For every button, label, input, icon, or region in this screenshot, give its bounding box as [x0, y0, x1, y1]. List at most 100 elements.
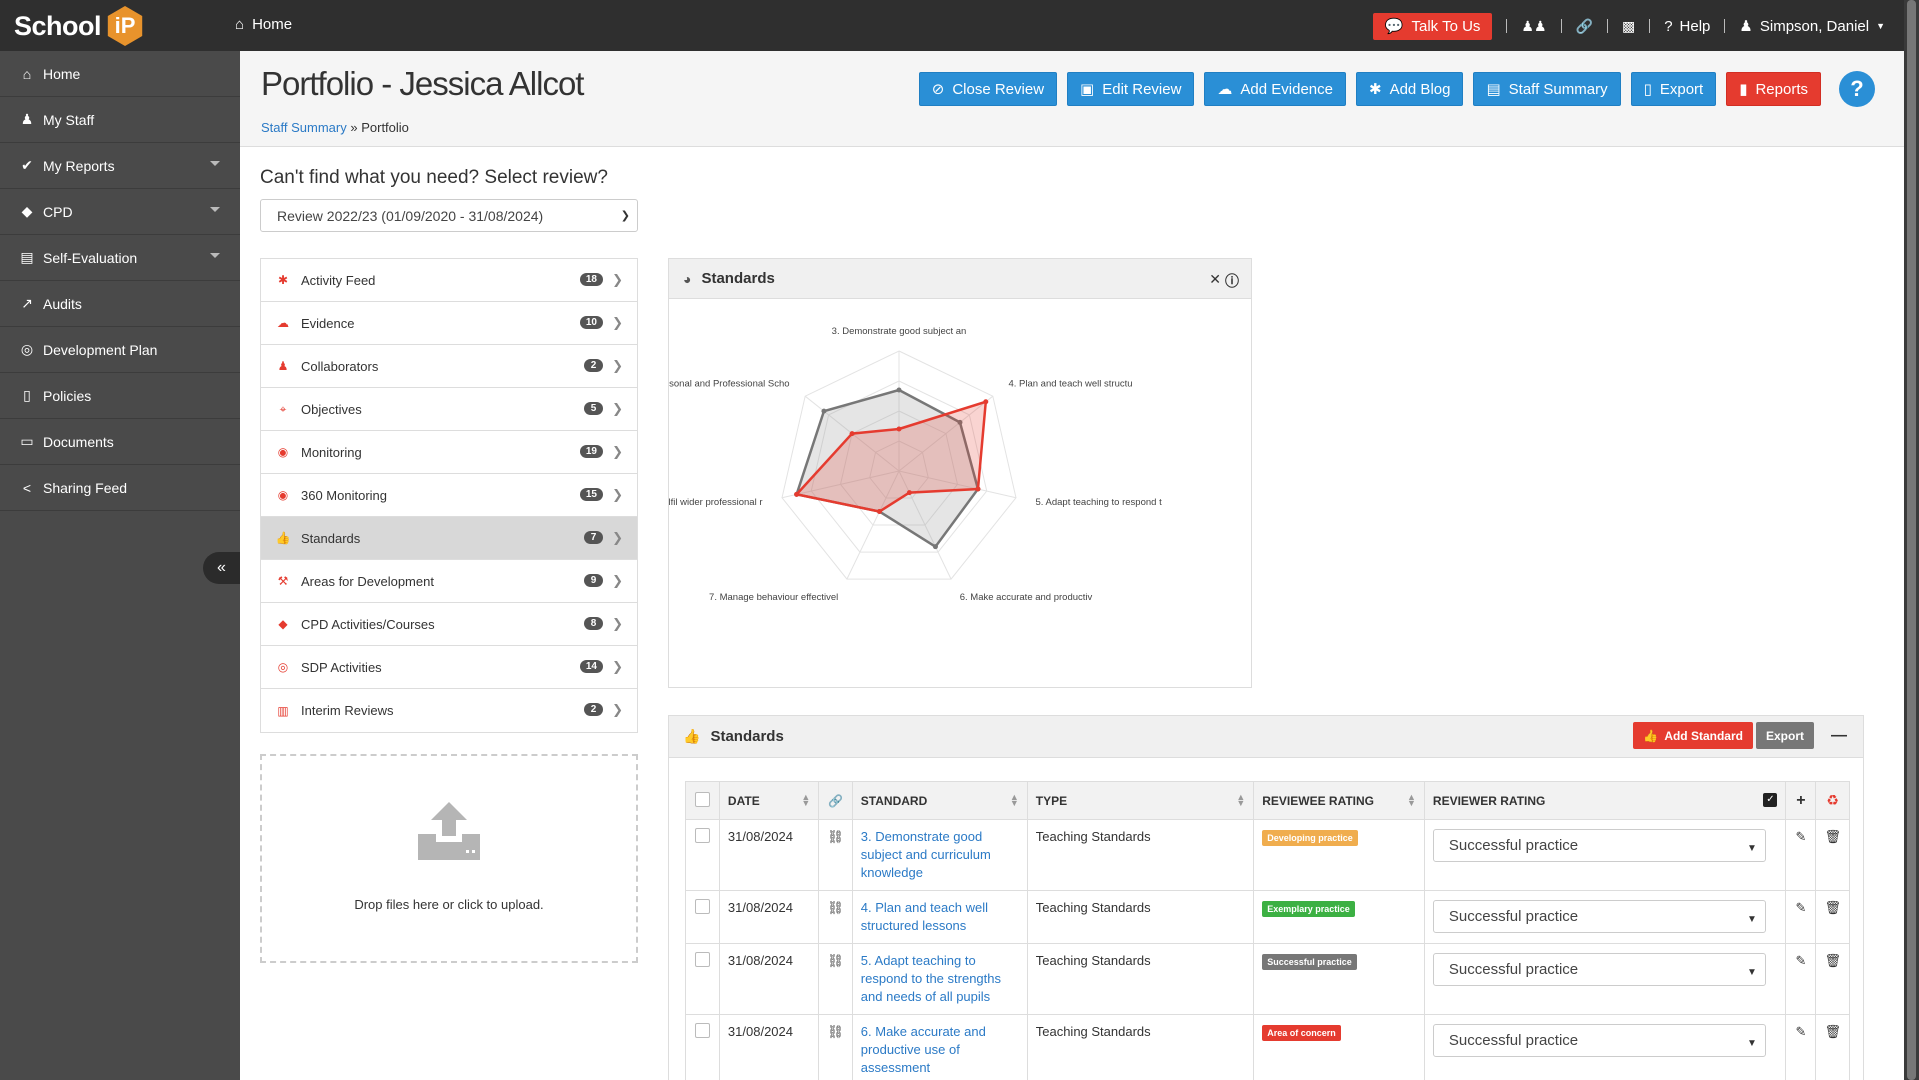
unlink-icon[interactable]: ⛓	[818, 890, 853, 944]
menu-item-interim-reviews[interactable]: ▥ Interim Reviews 2 ❯	[261, 689, 637, 732]
menu-item-collaborators[interactable]: ♟ Collaborators 2 ❯	[261, 345, 637, 388]
column-header-type[interactable]: TYPE ▲ ▼	[1026, 781, 1255, 820]
thumbs-up-icon: 👍	[1643, 728, 1659, 743]
menu-item-cpd-activities[interactable]: ◆ CPD Activities/Courses 8 ❯	[261, 603, 637, 646]
home-icon: ⌂	[235, 16, 245, 33]
recycle-header[interactable]: ♻	[1815, 781, 1850, 820]
sidebar-collapse-button[interactable]: «	[203, 552, 240, 584]
chart-panel-title: Standards	[701, 270, 775, 287]
help-link[interactable]: ? Help	[1664, 18, 1710, 35]
add-standard-button[interactable]: 👍 Add Standard	[1633, 722, 1753, 749]
add-row-header[interactable]: +	[1785, 781, 1817, 820]
info-icon[interactable]: ⓘ	[1225, 273, 1239, 289]
reviewee-rating-cell: Exemplary practice	[1253, 890, 1425, 944]
grid-ring	[810, 380, 988, 553]
scrollbar[interactable]	[1904, 0, 1919, 1080]
unlink-icon[interactable]: ⛓	[818, 943, 853, 1015]
sidebar-item-documents[interactable]: ▭ Documents	[0, 419, 240, 465]
row-checkbox[interactable]	[694, 828, 710, 843]
close-review-button[interactable]: ⊘ Close Review	[918, 72, 1058, 106]
menu-item-sdp-activities[interactable]: ◎ SDP Activities 14 ❯	[261, 646, 637, 689]
menu-item-objectives[interactable]: ⌖ Objectives 5 ❯	[261, 388, 637, 431]
standards-panel-title: Standards	[710, 728, 784, 745]
edit-review-button[interactable]: ▣ Edit Review	[1067, 72, 1195, 106]
add-blog-button[interactable]: ✱ Add Blog	[1356, 72, 1464, 106]
menu-item-activity-feed[interactable]: ✱ Activity Feed 18 ❯	[261, 259, 637, 302]
top-bar: School iP ⌂ Home 💬 Talk To Us ♟♟ 🔗 ▩ ? H…	[0, 0, 1919, 51]
edit-icon[interactable]: ✎	[1785, 943, 1817, 1015]
standard-link[interactable]: 3. Demonstrate good subject and curricul…	[860, 829, 991, 880]
sidebar-item-home[interactable]: ⌂ Home	[0, 51, 240, 97]
link-icon[interactable]: 🔗	[1575, 17, 1593, 34]
sidebar-item-label: Policies	[43, 387, 92, 404]
top-home-link[interactable]: ⌂ Home	[235, 16, 292, 33]
page-header: Portfolio - Jessica Allcot Staff Summary…	[240, 51, 1904, 147]
staff-summary-button[interactable]: ▤ Staff Summary	[1473, 72, 1621, 106]
checkbox-checked-icon[interactable]: ✓	[1763, 793, 1778, 807]
row-checkbox[interactable]	[694, 899, 710, 914]
menu-item-standards[interactable]: 👍 Standards 7 ❯	[261, 517, 637, 560]
review-select[interactable]: Review 2022/23 (01/09/2020 - 31/08/2024)…	[260, 199, 638, 232]
standard-link[interactable]: 4. Plan and teach well structured lesson…	[860, 900, 988, 933]
export-button[interactable]: ▯ Export	[1630, 72, 1717, 106]
add-evidence-button[interactable]: ☁ Add Evidence	[1204, 72, 1346, 106]
collapse-panel-icon[interactable]: —	[1831, 726, 1847, 744]
edit-icon[interactable]: ✎	[1785, 819, 1817, 891]
button-label: Export	[1765, 728, 1804, 743]
column-header-reviewee-rating[interactable]: REVIEWEE RATING ▲ ▼	[1253, 781, 1425, 820]
hammer-icon: ⚒	[277, 574, 289, 588]
standards-table: DATE ▲ ▼ 🔗 STANDARD ▲ ▼ TYPE ▲ ▼ REVIEWEE RATI…	[685, 781, 1850, 1080]
reviewer-rating-select[interactable]: Successful practice ▼	[1432, 953, 1766, 986]
users-icon[interactable]: ♟♟	[1521, 17, 1547, 34]
trash-icon[interactable]: 🗑	[1815, 819, 1850, 891]
talk-to-us-button[interactable]: 💬 Talk To Us	[1372, 12, 1493, 40]
chevron-down-icon: ▼	[1747, 967, 1757, 978]
trash-icon[interactable]: 🗑	[1815, 943, 1850, 1015]
unlink-icon[interactable]: ⛓	[818, 1014, 853, 1080]
expand-icon[interactable]: ✕	[1209, 271, 1221, 287]
data-point	[983, 399, 989, 405]
standard-link[interactable]: 5. Adapt teaching to respond to the stre…	[860, 953, 1001, 1004]
type-cell: Teaching Standards	[1026, 1014, 1255, 1080]
sidebar-item-cpd[interactable]: ◆ CPD	[0, 189, 240, 235]
edit-icon[interactable]: ✎	[1785, 890, 1817, 944]
breadcrumb-link-staff-summary[interactable]: Staff Summary	[261, 120, 347, 135]
scrollbar-thumb[interactable]	[1907, 0, 1916, 1080]
menu-item-evidence[interactable]: ☁ Evidence 10 ❯	[261, 302, 637, 345]
trash-icon[interactable]: 🗑	[1815, 890, 1850, 944]
reviewer-rating-select[interactable]: Successful practice ▼	[1432, 1024, 1766, 1057]
user-menu[interactable]: ♟ Simpson, Daniel ▼	[1739, 17, 1885, 36]
file-dropzone[interactable]: Drop files here or click to upload.	[260, 754, 638, 963]
menu-item-monitoring[interactable]: ◉ Monitoring 19 ❯	[261, 431, 637, 474]
inbox-icon[interactable]: ▩	[1621, 17, 1636, 34]
reports-button[interactable]: ▮ Reports	[1726, 72, 1821, 106]
standard-link[interactable]: 6. Make accurate and productive use of a…	[860, 1024, 986, 1075]
menu-item-label: Areas for Development	[301, 573, 434, 589]
sidebar-item-development-plan[interactable]: ◎ Development Plan	[0, 327, 240, 373]
edit-icon[interactable]: ✎	[1785, 1014, 1817, 1080]
sidebar-item-sharing-feed[interactable]: < Sharing Feed	[0, 465, 240, 511]
column-header-standard[interactable]: STANDARD ▲ ▼	[851, 781, 1028, 820]
sidebar-item-self-evaluation[interactable]: ▤ Self-Evaluation	[0, 235, 240, 281]
chevron-right-icon: ❯	[612, 659, 623, 674]
standards-export-button[interactable]: Export	[1755, 722, 1814, 749]
sidebar-item-my-reports[interactable]: ✔ My Reports	[0, 143, 240, 189]
sidebar-item-audits[interactable]: ↗ Audits	[0, 281, 240, 327]
row-checkbox[interactable]	[694, 1023, 710, 1038]
sidebar-item-my-staff[interactable]: ♟ My Staff	[0, 97, 240, 143]
sidebar-item-policies[interactable]: ▯ Policies	[0, 373, 240, 419]
column-header-date[interactable]: DATE ▲ ▼	[718, 781, 820, 820]
reviewer-rating-select[interactable]: Successful practice ▼	[1432, 829, 1766, 862]
school-ip-logo[interactable]: School iP	[14, 6, 145, 46]
series-area	[795, 388, 980, 549]
row-checkbox[interactable]	[694, 952, 710, 967]
trash-icon[interactable]: 🗑	[1815, 1014, 1850, 1080]
upload-icon	[418, 802, 480, 860]
select-all-checkbox[interactable]	[694, 791, 710, 807]
help-button[interactable]: ?	[1839, 71, 1875, 107]
unlink-icon[interactable]: ⛓	[818, 819, 853, 891]
menu-item-areas-for-development[interactable]: ⚒ Areas for Development 9 ❯	[261, 560, 637, 603]
reviewer-rating-select[interactable]: Successful practice ▼	[1432, 900, 1766, 933]
menu-item-360-monitoring[interactable]: ◉ 360 Monitoring 15 ❯	[261, 474, 637, 517]
button-label: Close Review	[952, 80, 1045, 98]
